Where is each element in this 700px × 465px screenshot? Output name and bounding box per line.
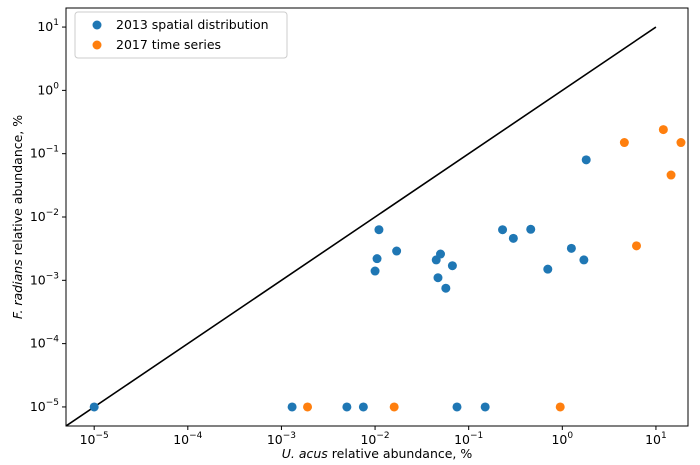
x-axis-label-species: U. acus bbox=[282, 446, 329, 461]
x-axis-ticks: 10−5 10−4 10−3 10−2 10−1 100 101 bbox=[80, 426, 667, 447]
data-point-2013-11 bbox=[433, 273, 443, 283]
data-point-2013-16 bbox=[508, 233, 518, 243]
data-point-2017-6 bbox=[666, 170, 676, 180]
data-point-2017-1 bbox=[389, 402, 399, 412]
data-point-2013-17 bbox=[526, 224, 536, 234]
data-point-2013-4 bbox=[452, 402, 462, 412]
data-point-2013-14 bbox=[447, 261, 457, 271]
y-axis-ticks: 10−5 10−4 10−3 10−2 10−1 100 101 bbox=[30, 18, 66, 414]
data-point-2013-6 bbox=[370, 266, 380, 276]
y-tick-label: 10−1 bbox=[30, 145, 59, 161]
y-axis-label-species: F. radians bbox=[10, 259, 25, 319]
legend-marker-2017 bbox=[92, 40, 102, 50]
x-tick-label: 10−3 bbox=[267, 431, 296, 447]
legend-marker-2013 bbox=[92, 20, 102, 30]
x-tick-label: 10−5 bbox=[80, 431, 109, 447]
x-tick-label: 10−4 bbox=[173, 431, 202, 447]
data-point-2013-20 bbox=[579, 255, 589, 265]
y-tick-label: 100 bbox=[37, 81, 59, 97]
x-tick-label: 10−1 bbox=[454, 431, 483, 447]
data-point-2013-15 bbox=[498, 225, 508, 235]
data-point-2013-13 bbox=[441, 283, 451, 293]
data-points-layer bbox=[89, 125, 686, 412]
x-axis-label-rest: relative abundance, % bbox=[328, 446, 473, 461]
reference-line-layer bbox=[66, 26, 657, 426]
data-point-2013-21 bbox=[581, 155, 591, 165]
data-point-2013-0 bbox=[89, 402, 99, 412]
x-tick-label: 101 bbox=[645, 431, 667, 447]
data-point-2013-7 bbox=[372, 254, 382, 264]
y-axis-label: F. radians relative abundance, % bbox=[10, 115, 25, 319]
data-point-2017-7 bbox=[676, 138, 686, 148]
y-tick-label: 10−4 bbox=[30, 335, 59, 351]
legend-box bbox=[74, 11, 288, 59]
data-point-2013-1 bbox=[287, 402, 297, 412]
data-point-2017-4 bbox=[632, 241, 642, 251]
legend: 2013 spatial distribution 2017 time seri… bbox=[74, 11, 288, 59]
y-tick-label: 10−3 bbox=[30, 271, 59, 287]
x-tick-label: 10−2 bbox=[360, 431, 389, 447]
data-point-2017-0 bbox=[303, 402, 313, 412]
data-point-2013-19 bbox=[566, 243, 576, 253]
data-point-2017-2 bbox=[555, 402, 565, 412]
y-tick-label: 10−2 bbox=[30, 208, 59, 224]
data-point-2013-3 bbox=[358, 402, 368, 412]
x-tick-label: 100 bbox=[551, 431, 573, 447]
data-point-2013-9 bbox=[392, 246, 402, 256]
x-axis-label: U. acus relative abundance, % bbox=[282, 446, 473, 461]
y-axis-label-rest: relative abundance, % bbox=[10, 115, 25, 260]
reference-line bbox=[66, 26, 657, 426]
y-tick-label: 10−5 bbox=[30, 398, 59, 414]
data-point-2017-5 bbox=[658, 125, 668, 135]
data-point-2017-3 bbox=[619, 138, 629, 148]
data-point-2013-18 bbox=[543, 264, 553, 274]
legend-label-2017: 2017 time series bbox=[116, 37, 221, 52]
data-point-2013-5 bbox=[480, 402, 490, 412]
data-point-2013-2 bbox=[342, 402, 352, 412]
data-point-2013-12 bbox=[436, 249, 446, 259]
data-point-2013-8 bbox=[374, 225, 384, 235]
legend-label-2013: 2013 spatial distribution bbox=[116, 17, 269, 32]
y-tick-label: 101 bbox=[37, 18, 59, 34]
